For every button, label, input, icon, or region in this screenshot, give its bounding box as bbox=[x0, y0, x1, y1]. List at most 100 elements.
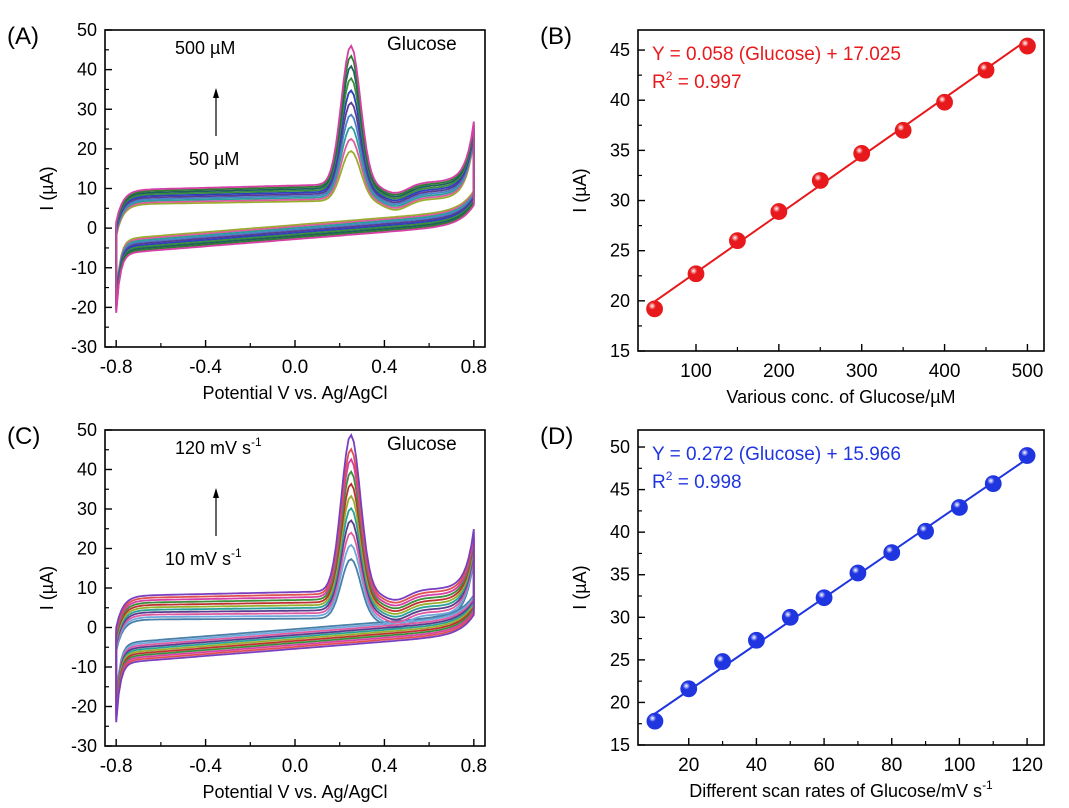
y-tick-label: -20 bbox=[71, 697, 97, 717]
data-point bbox=[770, 203, 788, 220]
r-squared-value: = 0.997 bbox=[672, 72, 741, 93]
y-tick-label: 25 bbox=[610, 241, 630, 261]
y-tick-label: 40 bbox=[77, 460, 97, 480]
cv-curves bbox=[115, 432, 475, 723]
x-axis-label-text: Different scan rates of Glucose/mV s bbox=[689, 781, 982, 801]
panel-label: (D) bbox=[540, 423, 573, 450]
y-tick-label: 50 bbox=[610, 437, 630, 457]
y-tick-label: 20 bbox=[77, 539, 97, 559]
cv-series-line bbox=[115, 113, 475, 304]
x-tick-label: 0.0 bbox=[282, 756, 308, 777]
data-point bbox=[646, 712, 664, 730]
y-tick-label: 10 bbox=[77, 179, 97, 199]
x-tick-label: 100 bbox=[680, 361, 712, 382]
x-tick-label: 0.8 bbox=[461, 357, 487, 378]
x-axis-label-text: Potential V vs. Ag/AgCl bbox=[202, 383, 387, 403]
plot-frame bbox=[637, 429, 1045, 746]
annotation-top-sup: -1 bbox=[251, 435, 262, 449]
y-tick-label: 20 bbox=[610, 291, 630, 311]
y-tick-label: 50 bbox=[77, 20, 97, 40]
x-tick-label: 20 bbox=[678, 755, 699, 776]
arrow-head-icon bbox=[213, 88, 219, 98]
cv-curves bbox=[115, 44, 475, 313]
annotation-top-text: 500 µM bbox=[175, 38, 235, 58]
data-point bbox=[748, 631, 765, 649]
x-tick-label: 80 bbox=[881, 755, 902, 776]
y-axis-label: I (µA) bbox=[570, 565, 590, 609]
data-point bbox=[1019, 37, 1036, 55]
x-axis-label: Potential V vs. Ag/AgCl bbox=[202, 383, 387, 403]
y-tick-label: -30 bbox=[71, 337, 97, 357]
x-axis-label-text: Various conc. of Glucose/µM bbox=[726, 387, 955, 407]
chart-panel-3: 20 40 60 80 100 120 15 20 25 30 35 40 45 50 Different … bbox=[540, 423, 1045, 801]
y-axis-label: I (µA) bbox=[37, 566, 57, 610]
data-point bbox=[977, 61, 995, 79]
data-point bbox=[687, 265, 705, 283]
r-squared-label: R2 = 0.998 bbox=[652, 469, 742, 493]
annotation-top: 120 mV s-1 bbox=[175, 435, 262, 458]
x-tick-label: 120 bbox=[1011, 755, 1043, 776]
r-squared-r: R bbox=[652, 472, 666, 493]
cv-series-line bbox=[115, 432, 475, 723]
x-tick-label: -0.8 bbox=[100, 756, 133, 777]
y-tick-label: 40 bbox=[77, 60, 97, 80]
y-tick-label: 35 bbox=[610, 565, 630, 585]
y-tick-label: -10 bbox=[71, 657, 97, 677]
data-point bbox=[729, 232, 746, 250]
chart-panel-0: -0.8 -0.4 0.0 0.4 0.8 -30 -20 -10 0 10 20 30 40 50 Pot… bbox=[7, 20, 487, 403]
y-tick-label: 30 bbox=[77, 499, 97, 519]
x-axis-label: Different scan rates of Glucose/mV s-1 bbox=[689, 778, 993, 801]
panel-label: (A) bbox=[7, 23, 39, 50]
x-axis-label-text: Potential V vs. Ag/AgCl bbox=[202, 782, 387, 802]
glucose-label: Glucose bbox=[387, 434, 457, 455]
data-point bbox=[984, 475, 1002, 493]
r-squared-label: R2 = 0.997 bbox=[652, 69, 742, 93]
cv-series-line bbox=[115, 447, 475, 721]
y-tick-label: 30 bbox=[610, 607, 630, 627]
x-axis-label: Various conc. of Glucose/µM bbox=[726, 387, 955, 407]
y-tick-label: -30 bbox=[71, 736, 97, 756]
x-tick-label: 0.8 bbox=[461, 756, 487, 777]
plot-frame bbox=[104, 429, 486, 747]
glucose-label: Glucose bbox=[387, 34, 457, 55]
y-tick-label: 15 bbox=[610, 341, 630, 361]
x-tick-label: 0.4 bbox=[371, 357, 398, 378]
cv-series-line bbox=[115, 44, 475, 313]
x-tick-label: 0.0 bbox=[282, 357, 308, 378]
fit-line bbox=[654, 458, 1028, 715]
x-tick-label: 300 bbox=[846, 361, 878, 382]
y-tick-label: 45 bbox=[610, 40, 630, 60]
data-point bbox=[849, 564, 867, 582]
x-tick-label: -0.4 bbox=[189, 756, 222, 777]
x-tick-label: 60 bbox=[814, 755, 835, 776]
x-tick-label: 500 bbox=[1012, 361, 1044, 382]
x-tick-label: 40 bbox=[746, 755, 767, 776]
y-tick-label: 10 bbox=[77, 578, 97, 598]
plot-frame bbox=[637, 29, 1045, 352]
y-tick-label: 20 bbox=[77, 139, 97, 159]
y-tick-label: 0 bbox=[87, 218, 97, 238]
y-tick-label: 30 bbox=[610, 191, 630, 211]
chart-panel-1: 100 200 300 400 500 15 20 25 30 35 40 45 Various con… bbox=[540, 23, 1045, 407]
y-tick-label: 50 bbox=[77, 420, 97, 440]
r-squared-sup: 2 bbox=[666, 69, 673, 83]
x-tick-label: 100 bbox=[944, 755, 976, 776]
data-point bbox=[951, 499, 968, 516]
y-tick-label: 30 bbox=[77, 99, 97, 119]
cv-series-line bbox=[115, 457, 475, 719]
x-tick-label: 0.4 bbox=[371, 756, 398, 777]
data-point bbox=[883, 544, 901, 561]
annotation-bottom: 10 mV s-1 bbox=[165, 546, 242, 569]
data-point bbox=[936, 93, 953, 111]
annotation-top-text: 120 mV s bbox=[175, 438, 251, 458]
data-point bbox=[894, 121, 912, 139]
x-tick-label: -0.4 bbox=[189, 357, 222, 378]
data-point bbox=[917, 522, 934, 540]
data-point bbox=[1018, 447, 1036, 464]
y-tick-label: -20 bbox=[71, 297, 97, 317]
data-point bbox=[646, 300, 663, 318]
data-point bbox=[781, 608, 799, 626]
x-tick-label: 200 bbox=[763, 361, 795, 382]
data-point bbox=[714, 653, 731, 670]
